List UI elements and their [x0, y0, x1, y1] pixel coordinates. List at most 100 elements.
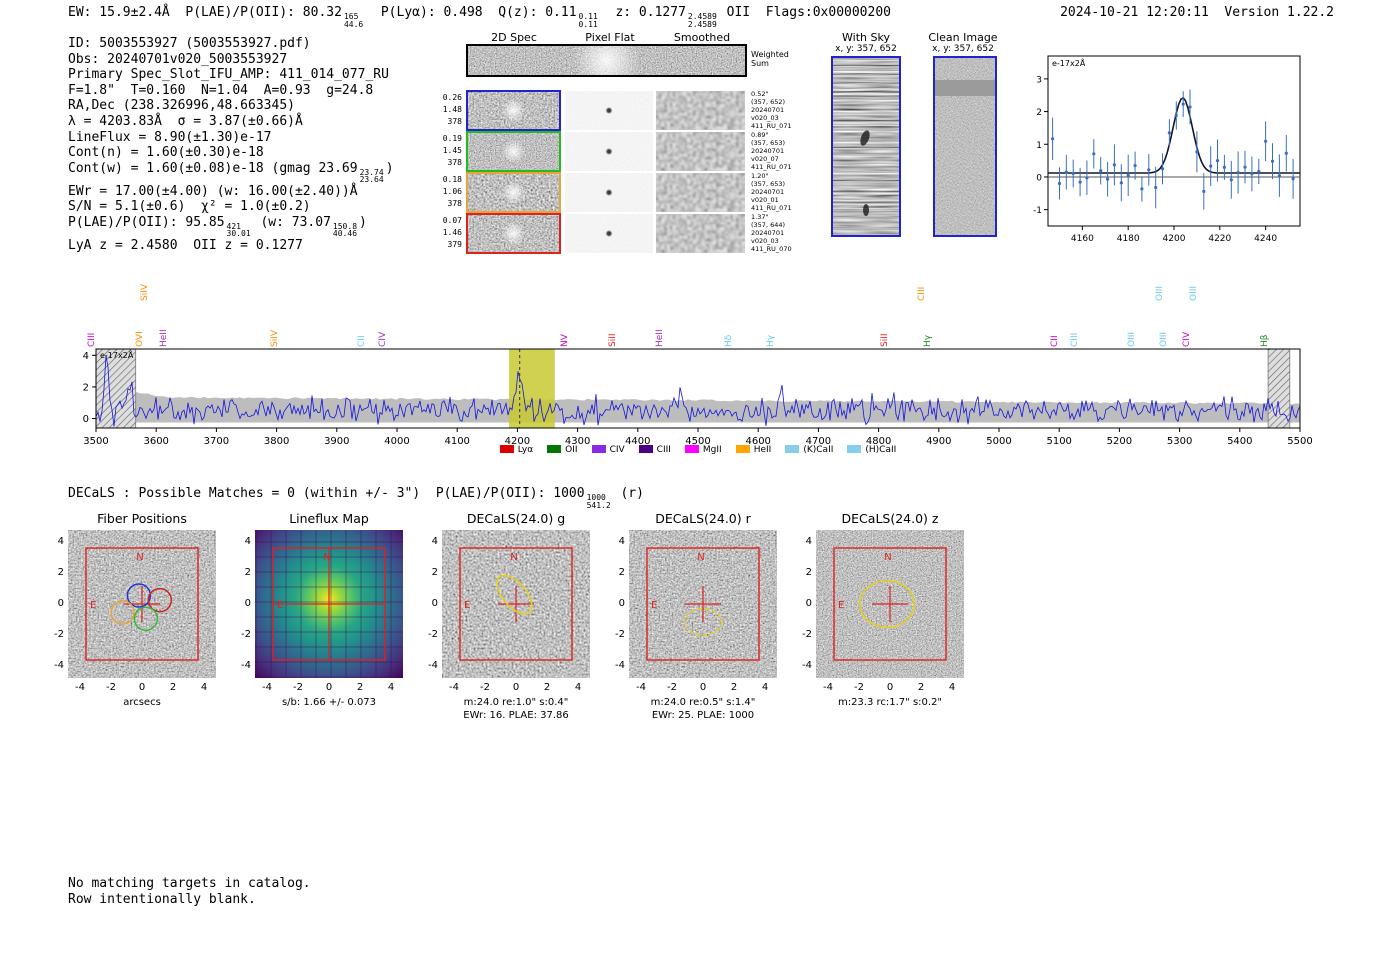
svg-text:3: 3	[1036, 75, 1042, 85]
cutout-ytick: -4	[54, 660, 64, 671]
cutout-xtick: 0	[325, 682, 333, 693]
info-line: F=1.8" T=0.160 N=1.04 A=0.93 g=24.8	[68, 82, 374, 98]
cutout-xtick: 0	[886, 682, 894, 693]
weighted-label-line1: Weighted	[751, 50, 789, 59]
col-header-pixelflat: Pixel Flat	[585, 31, 635, 44]
cutout-xtick: 4	[761, 682, 769, 693]
fiber-row-smoothed	[656, 132, 745, 171]
svg-text:5300: 5300	[1167, 436, 1192, 447]
withsky-image	[831, 56, 901, 237]
svg-text:3700: 3700	[204, 436, 229, 447]
cutout-xtick: 2	[169, 682, 177, 693]
svg-text:N: N	[510, 552, 517, 563]
cutout-xtick: 4	[200, 682, 208, 693]
legend-swatch	[735, 445, 750, 453]
info-line: LineFlux = 8.90(±1.30)e-17	[68, 129, 272, 145]
cutout-xtick: 4	[574, 682, 582, 693]
fiber-row-2dspec	[466, 213, 561, 254]
legend-item: HeII	[735, 445, 771, 455]
svg-text:4300: 4300	[565, 436, 590, 447]
cutout-sublabel: m:24.0 re:1.0" s:0.4"	[463, 697, 569, 708]
legend-swatch	[684, 445, 699, 453]
cutout-xtick: 0	[699, 682, 707, 693]
cutout-title: Fiber Positions	[97, 511, 187, 526]
svg-text:4400: 4400	[625, 436, 650, 447]
fiber-row-annotation: 0.89" (357, 653) 20240701 v020_07 411_RU_071	[751, 131, 792, 171]
svg-text:E: E	[838, 600, 844, 611]
cutout-xtick: 0	[138, 682, 146, 693]
svg-text:1: 1	[1036, 141, 1042, 151]
svg-text:-1: -1	[1033, 206, 1042, 216]
fiber-row-axis-labels: 0.07 1.46 379	[442, 216, 462, 249]
withsky-title: With Sky	[842, 31, 890, 44]
fiber-row-pixelflat	[565, 214, 653, 253]
cleanimage-title: Clean Image	[928, 31, 998, 44]
svg-text:4900: 4900	[926, 436, 951, 447]
cutout-ytick: 4	[57, 536, 64, 547]
info-line: Cont(n) = 1.60(±0.30)e-18	[68, 145, 264, 161]
emission-line-label: OIII	[1189, 285, 1200, 301]
footer-line: No matching targets in catalog.	[68, 876, 311, 891]
svg-text:2: 2	[83, 382, 89, 393]
svg-text:e-17x2Å: e-17x2Å	[100, 349, 134, 360]
legend-swatch	[847, 445, 862, 453]
legend-item: CIII	[638, 445, 671, 455]
svg-text:E: E	[651, 600, 657, 611]
legend-item: MgII	[684, 445, 722, 455]
emission-line-label: SiIV	[140, 283, 151, 301]
info-line: Obs: 20240701v020_5003553927	[68, 51, 288, 67]
svg-text:4000: 4000	[384, 436, 409, 447]
header-timestamp: 2024-10-21 12:20:11 Version 1.22.2	[1060, 5, 1334, 20]
cutout-ytick: 0	[618, 598, 625, 609]
info-line: LyA z = 2.4580 OII z = 0.1277	[68, 237, 303, 253]
legend-swatch	[499, 445, 514, 453]
cutout-sublabel: m:23.3 rc:1.7" s:0.2"	[837, 697, 943, 708]
weighted-sum-label: Weighted Sum	[751, 50, 789, 68]
svg-text:2: 2	[1036, 108, 1042, 118]
cutout-ytick: -2	[54, 629, 64, 640]
svg-text:5500: 5500	[1287, 436, 1312, 447]
svg-text:4: 4	[83, 351, 89, 362]
info-line: S/N = 5.1(±0.6) χ² = 1.0(±0.2)	[68, 199, 311, 215]
fiber-row-smoothed	[656, 91, 745, 130]
fiber-row-pixelflat	[565, 91, 653, 130]
svg-text:5100: 5100	[1046, 436, 1071, 447]
weighted-sum-image	[466, 44, 747, 77]
cutout-ytick: 2	[805, 567, 812, 578]
zoom-spectrum-plot: -1 0 1 2 3 4160 4180 4200 4220 4240 e-17x2Å	[1033, 55, 1301, 244]
svg-text:4200: 4200	[1163, 234, 1186, 244]
svg-text:4500: 4500	[685, 436, 710, 447]
svg-text:N: N	[697, 552, 704, 563]
svg-text:3500: 3500	[83, 436, 108, 447]
cutout-sublabel2: EWr: 16. PLAE: 37.86	[463, 710, 569, 721]
legend-swatch	[591, 445, 606, 453]
cutout-ytick: 2	[431, 567, 438, 578]
legend-item: CIV	[591, 445, 625, 455]
legend-swatch	[638, 445, 653, 453]
legend-swatch	[785, 445, 800, 453]
svg-text:e-17x2Å: e-17x2Å	[1052, 57, 1086, 68]
col-header-smoothed: Smoothed	[673, 31, 731, 44]
withsky-coords: x, y: 357, 652	[835, 44, 897, 54]
cutout-ytick: 0	[244, 598, 251, 609]
svg-text:4800: 4800	[866, 436, 891, 447]
cutout-title: DECaLS(24.0) r	[655, 511, 751, 526]
cutout-xtick: 4	[948, 682, 956, 693]
info-line: ID: 5003553927 (5003553927.pdf)	[68, 36, 311, 51]
cutout-ytick: -2	[428, 629, 438, 640]
cutout-xtick: -4	[75, 682, 85, 693]
cutout-xtick: -2	[480, 682, 490, 693]
info-line: Primary Spec_Slot_IFU_AMP: 411_014_077_R…	[68, 67, 389, 83]
cutout-ytick: 2	[57, 567, 64, 578]
cleanimage-image	[933, 56, 997, 237]
fiber-row-annotation: 1.37" (357, 644) 20240701 v020_03 411_RU_070	[751, 213, 792, 253]
decals-matches-line: DECaLS : Possible Matches = 0 (within +/…	[68, 486, 644, 510]
info-line: EWr = 17.00(±4.00) (w: 16.00(±2.40))Å	[68, 183, 358, 199]
footer-line: Row intentionally blank.	[68, 891, 256, 907]
cutout-xtick: 2	[917, 682, 925, 693]
